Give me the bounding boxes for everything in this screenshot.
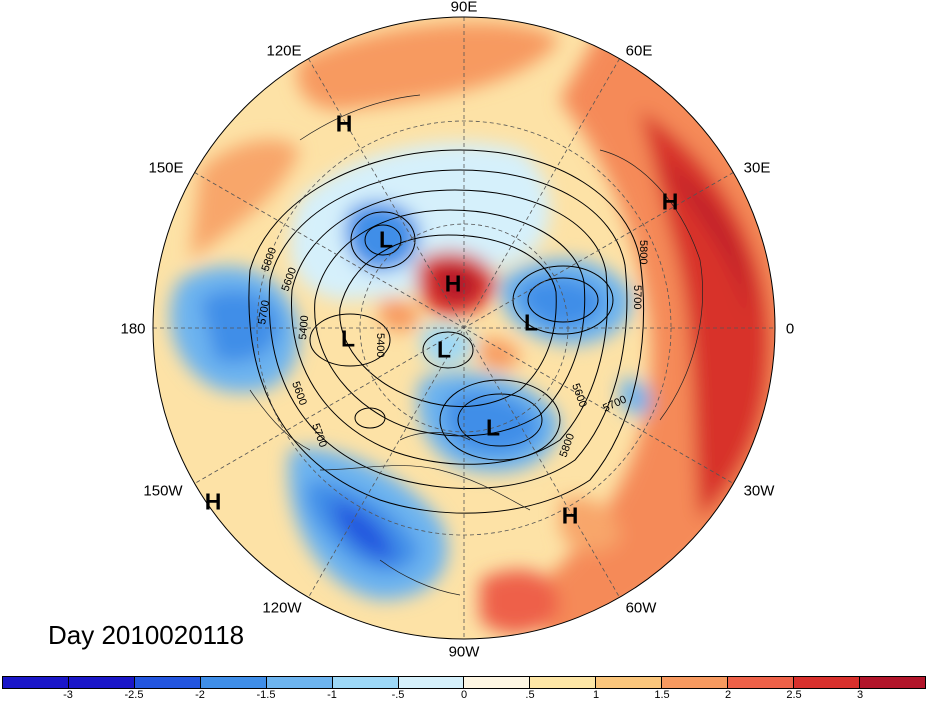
lon-label-upper-left: 150E bbox=[148, 159, 184, 177]
colorbar-segment bbox=[266, 677, 333, 688]
colorbar-segment bbox=[200, 677, 267, 688]
day-label: Day 2010020118 bbox=[48, 620, 245, 650]
colorbar-segment bbox=[794, 677, 860, 688]
lon-label-top-right: 60E bbox=[625, 42, 653, 60]
high-pressure-marker: H bbox=[204, 488, 222, 515]
high-pressure-marker: H bbox=[561, 502, 579, 529]
low-pressure-marker: L bbox=[485, 414, 501, 441]
low-pressure-marker: L bbox=[340, 325, 356, 352]
colorbar-tick: 1 bbox=[592, 689, 600, 701]
lon-label-bottom-left: 120W bbox=[262, 599, 302, 617]
contour-label: 5400 bbox=[297, 315, 311, 340]
geopotential-contours bbox=[248, 149, 644, 514]
colorbar-segment bbox=[134, 677, 201, 688]
lon-label-bottom-right: 60W bbox=[625, 599, 657, 617]
colorbar-tick: 2 bbox=[724, 689, 732, 701]
colorbar-tick: -2.5 bbox=[124, 689, 144, 701]
graticule bbox=[153, 17, 775, 639]
colorbar-segment bbox=[728, 677, 795, 688]
colorbar-tick: 0 bbox=[460, 689, 468, 701]
colorbar bbox=[2, 676, 926, 689]
colorbar-tick: .5 bbox=[525, 689, 535, 701]
contour-label: 5700 bbox=[256, 299, 272, 325]
colorbar-segment bbox=[398, 677, 465, 688]
lon-label-left: 180 bbox=[120, 320, 146, 338]
high-pressure-marker: H bbox=[444, 270, 462, 297]
colorbar-segment bbox=[662, 677, 729, 688]
colorbar-segment bbox=[530, 677, 597, 688]
colorbar-tick: -2 bbox=[195, 689, 205, 701]
colorbar-segment bbox=[332, 677, 399, 688]
lon-label-lower-right: 30W bbox=[743, 482, 775, 500]
contour-label: 5800 bbox=[637, 240, 649, 264]
colorbar-tick: -1.5 bbox=[256, 689, 276, 701]
high-pressure-marker: H bbox=[661, 188, 679, 215]
contour-label: 5400 bbox=[374, 333, 386, 357]
lon-label-upper-right: 30E bbox=[743, 159, 771, 177]
lon-label-right: 0 bbox=[785, 320, 795, 338]
anomaly-field bbox=[153, 17, 775, 639]
colorbar-segment bbox=[3, 677, 69, 688]
contour-label: 5700 bbox=[631, 285, 643, 309]
colorbar-tick: -3 bbox=[63, 689, 73, 701]
low-pressure-marker: L bbox=[436, 336, 452, 363]
map-border bbox=[152, 16, 776, 640]
high-pressure-marker: H bbox=[335, 110, 353, 137]
low-pressure-marker: L bbox=[523, 309, 539, 336]
colorbar-tick: -1 bbox=[327, 689, 337, 701]
colorbar-segment bbox=[596, 677, 663, 688]
lon-label-bottom: 90W bbox=[448, 643, 480, 661]
lon-label-lower-left: 150W bbox=[143, 482, 183, 500]
colorbar-tick: 3 bbox=[856, 689, 864, 701]
colorbar-segment bbox=[859, 677, 925, 688]
lon-label-top-left: 120E bbox=[266, 42, 302, 60]
colorbar-tick: 2.5 bbox=[786, 689, 802, 701]
colorbar-tick: 1.5 bbox=[654, 689, 670, 701]
colorbar-segment bbox=[68, 677, 135, 688]
colorbar-tick: -.5 bbox=[391, 689, 405, 701]
colorbar-segment bbox=[464, 677, 531, 688]
lon-label-top: 90E bbox=[450, 0, 478, 16]
low-pressure-marker: L bbox=[378, 226, 394, 253]
